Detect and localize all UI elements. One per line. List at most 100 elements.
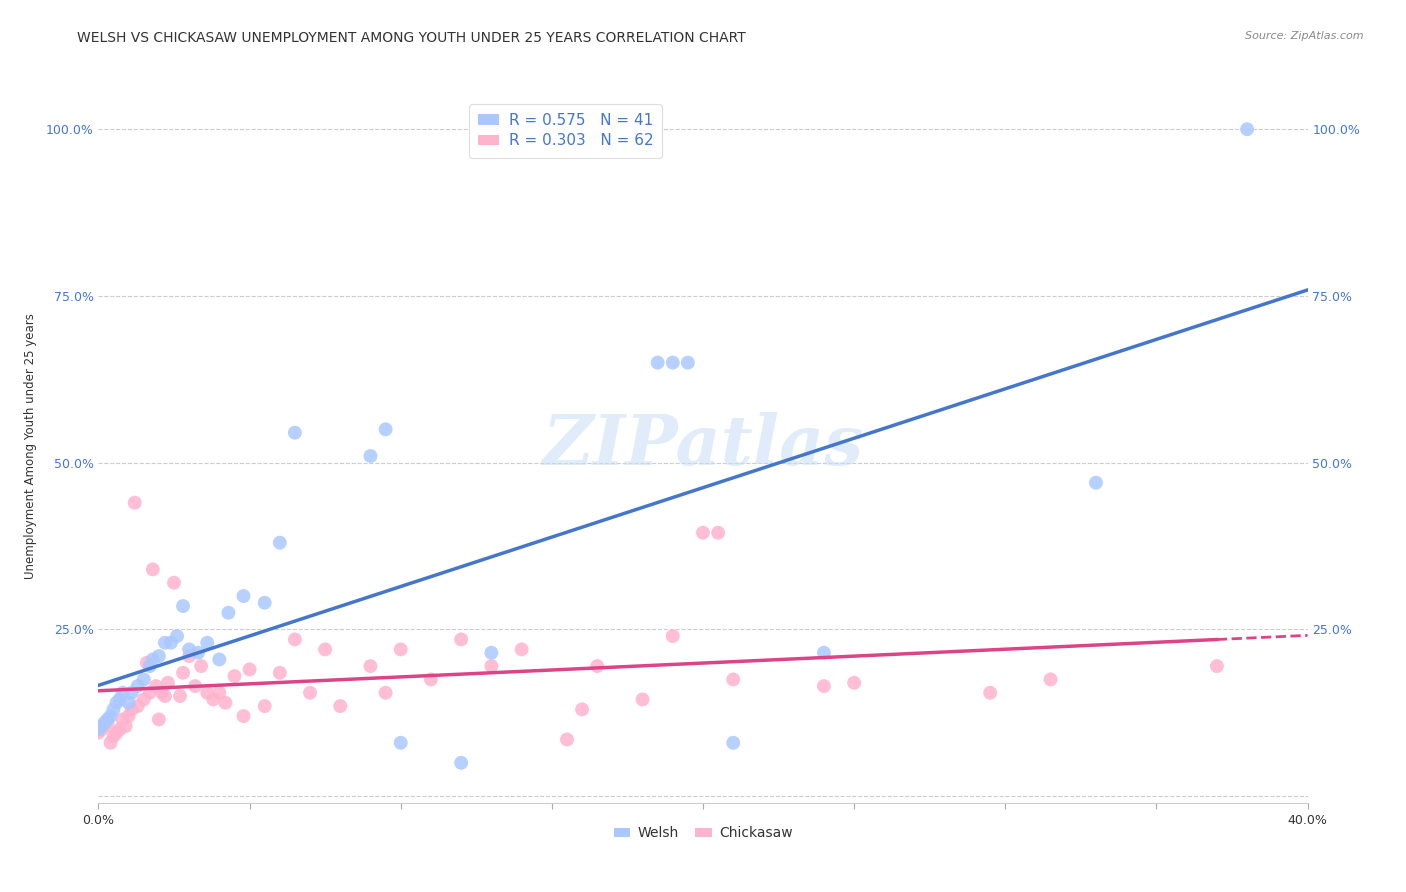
- Point: [314, 642, 336, 657]
- Point: [145, 679, 167, 693]
- Point: [142, 652, 165, 666]
- Point: [96, 713, 118, 727]
- Point: [169, 689, 191, 703]
- Point: [127, 699, 149, 714]
- Point: [90, 723, 112, 737]
- Point: [420, 673, 443, 687]
- Point: [481, 646, 503, 660]
- Point: [723, 736, 745, 750]
- Point: [135, 656, 157, 670]
- Point: [121, 686, 143, 700]
- Point: [214, 696, 236, 710]
- Text: ZIPatlas: ZIPatlas: [543, 412, 863, 480]
- Point: [450, 632, 472, 647]
- Point: [844, 675, 866, 690]
- Point: [707, 525, 730, 540]
- Point: [90, 719, 112, 733]
- Point: [979, 686, 1001, 700]
- Point: [195, 636, 218, 650]
- Point: [195, 686, 218, 700]
- Point: [179, 642, 201, 657]
- Point: [239, 662, 262, 676]
- Point: [232, 589, 254, 603]
- Point: [96, 715, 118, 730]
- Point: [111, 713, 134, 727]
- Point: [360, 659, 382, 673]
- Point: [360, 449, 382, 463]
- Point: [208, 686, 231, 700]
- Point: [163, 575, 186, 590]
- Point: [1206, 659, 1229, 673]
- Point: [114, 719, 136, 733]
- Point: [166, 629, 188, 643]
- Point: [187, 646, 209, 660]
- Point: [179, 649, 201, 664]
- Point: [510, 642, 533, 657]
- Point: [374, 422, 396, 436]
- Point: [676, 356, 699, 370]
- Point: [284, 632, 307, 647]
- Point: [111, 686, 134, 700]
- Point: [87, 723, 110, 737]
- Point: [631, 692, 654, 706]
- Point: [481, 659, 503, 673]
- Point: [132, 692, 155, 706]
- Point: [156, 675, 179, 690]
- Legend: Welsh, Chickasaw: Welsh, Chickasaw: [607, 821, 799, 846]
- Point: [153, 689, 176, 703]
- Point: [184, 679, 207, 693]
- Point: [121, 702, 143, 716]
- Point: [103, 702, 125, 716]
- Point: [142, 562, 165, 576]
- Point: [284, 425, 307, 440]
- Text: WELSH VS CHICKASAW UNEMPLOYMENT AMONG YOUTH UNDER 25 YEARS CORRELATION CHART: WELSH VS CHICKASAW UNEMPLOYMENT AMONG YO…: [77, 31, 747, 45]
- Point: [692, 525, 714, 540]
- Point: [389, 642, 412, 657]
- Point: [571, 702, 593, 716]
- Point: [118, 696, 141, 710]
- Point: [208, 652, 231, 666]
- Point: [105, 725, 128, 739]
- Point: [139, 686, 162, 700]
- Text: Source: ZipAtlas.com: Source: ZipAtlas.com: [1246, 31, 1364, 41]
- Point: [647, 356, 669, 370]
- Point: [132, 673, 155, 687]
- Point: [172, 665, 194, 680]
- Point: [586, 659, 609, 673]
- Point: [299, 686, 322, 700]
- Point: [661, 629, 683, 643]
- Point: [93, 715, 115, 730]
- Point: [661, 356, 683, 370]
- Point: [253, 596, 276, 610]
- Point: [103, 729, 125, 743]
- Point: [160, 636, 183, 650]
- Point: [253, 699, 276, 714]
- Point: [450, 756, 472, 770]
- Point: [374, 686, 396, 700]
- Point: [723, 673, 745, 687]
- Point: [127, 679, 149, 693]
- Point: [217, 606, 239, 620]
- Point: [269, 665, 291, 680]
- Point: [389, 736, 412, 750]
- Point: [153, 636, 176, 650]
- Point: [224, 669, 246, 683]
- Y-axis label: Unemployment Among Youth under 25 years: Unemployment Among Youth under 25 years: [24, 313, 38, 579]
- Point: [100, 709, 122, 723]
- Point: [1236, 122, 1258, 136]
- Point: [108, 723, 131, 737]
- Point: [202, 692, 225, 706]
- Point: [87, 725, 110, 739]
- Point: [813, 679, 835, 693]
- Point: [100, 736, 122, 750]
- Point: [172, 599, 194, 613]
- Point: [124, 496, 146, 510]
- Point: [555, 732, 578, 747]
- Point: [139, 659, 162, 673]
- Point: [232, 709, 254, 723]
- Point: [329, 699, 352, 714]
- Point: [813, 646, 835, 660]
- Point: [190, 659, 212, 673]
- Point: [150, 686, 173, 700]
- Point: [269, 535, 291, 549]
